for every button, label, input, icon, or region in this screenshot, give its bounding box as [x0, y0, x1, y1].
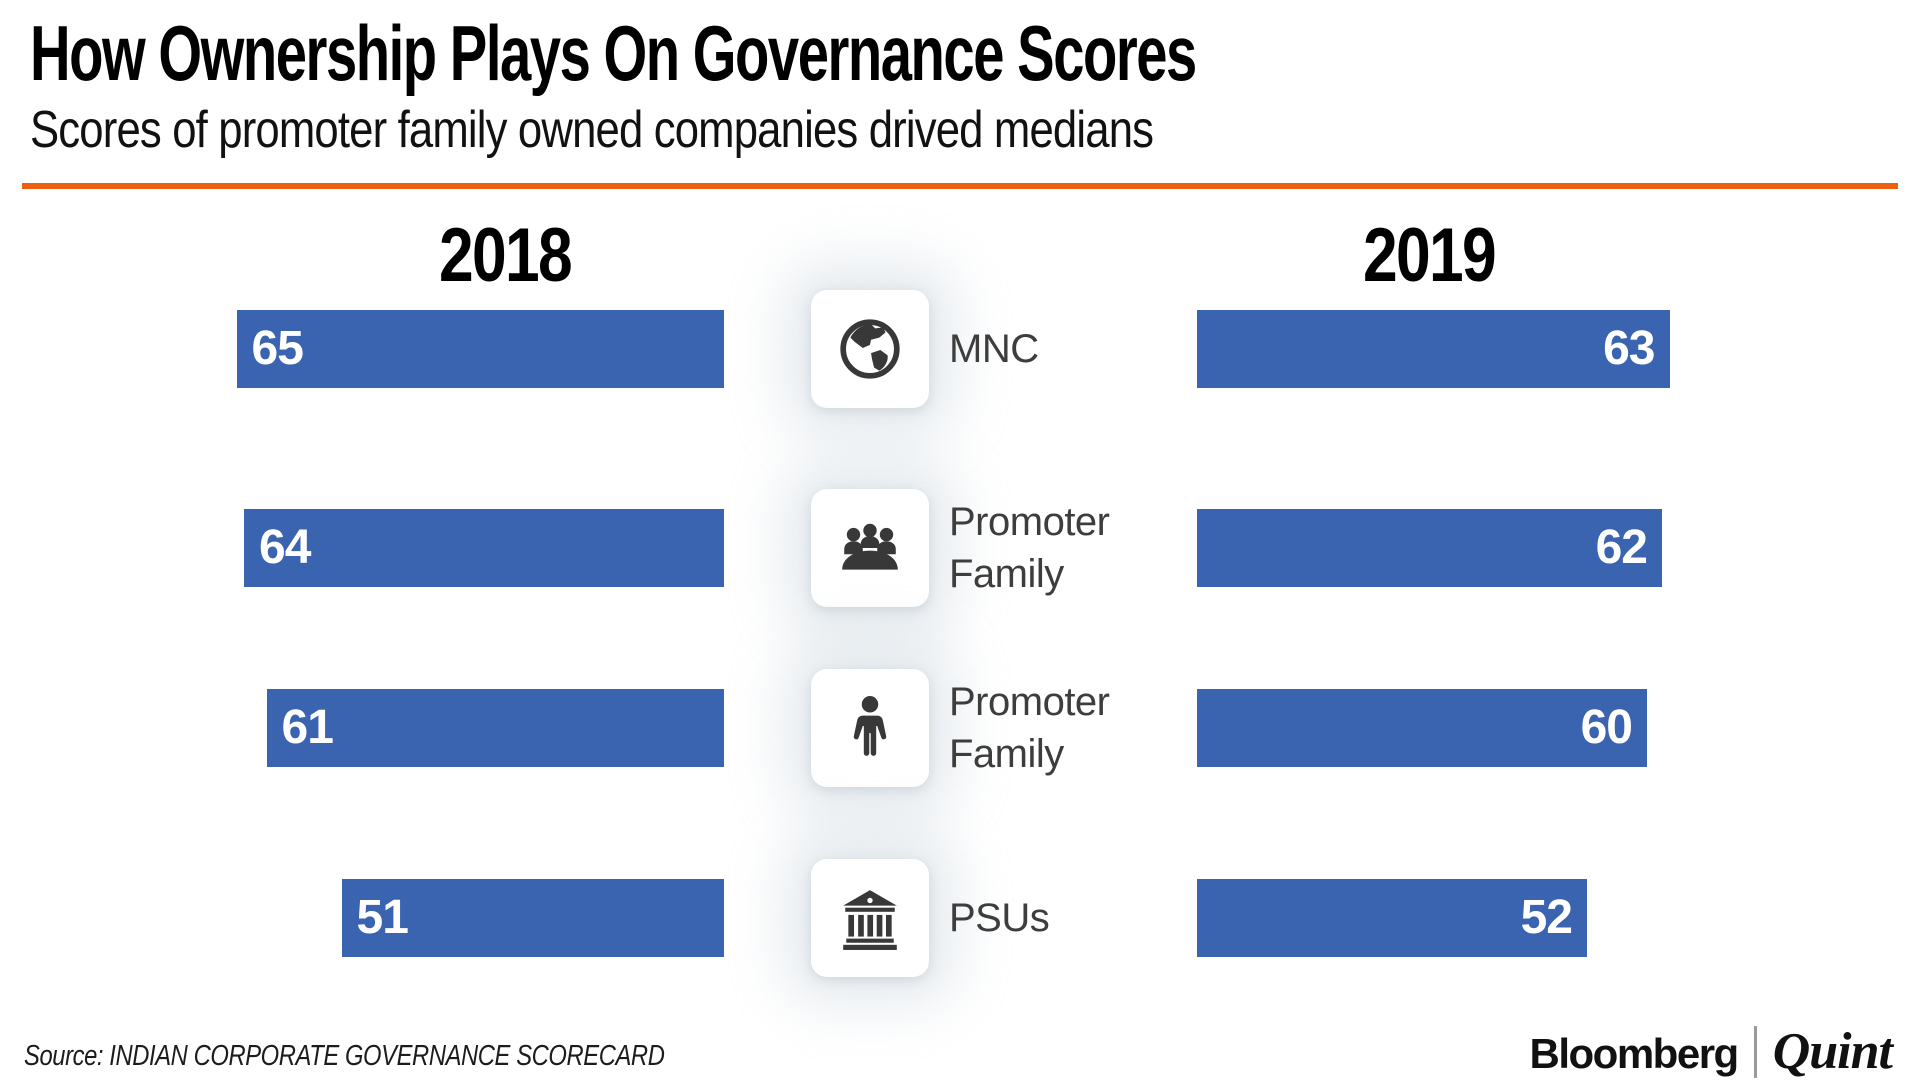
category-label: Promoter Family — [949, 500, 1110, 596]
chart-title: How Ownership Plays On Governance Scores — [30, 9, 1197, 97]
bar-2018-psus: 51 — [341, 879, 724, 957]
bar-2018-promoter-family-board: 64 — [244, 509, 724, 587]
category-icon-card — [811, 290, 929, 408]
bar-value-label: 62 — [1595, 521, 1648, 574]
source-attribution: Source: INDIAN CORPORATE GOVERNANCE SCOR… — [24, 1040, 665, 1072]
column-header-2018: 2018 — [438, 213, 573, 298]
bar-value-label: 60 — [1580, 701, 1633, 754]
bar-value-label: 51 — [356, 891, 409, 944]
board-meeting-icon — [842, 523, 898, 570]
bar-2019-promoter-family-individual: 60 — [1197, 689, 1647, 767]
bar-2018-mnc: 65 — [236, 310, 724, 388]
bar-value-label: 61 — [281, 701, 334, 754]
category-icon-card — [811, 669, 929, 787]
bar-2019-promoter-family-board: 62 — [1197, 509, 1662, 587]
chart-subtitle: Scores of promoter family owned companie… — [30, 101, 1154, 159]
category-label: PSUs — [949, 896, 1050, 940]
accent-divider — [22, 183, 1898, 189]
column-header-2019: 2019 — [1362, 213, 1497, 298]
bar-value-label: 63 — [1603, 322, 1655, 375]
bar-value-label: 64 — [259, 521, 311, 574]
bar-value-label: 65 — [251, 322, 304, 375]
bar-2019-mnc: 63 — [1197, 310, 1670, 388]
publisher-logo: Bloomberg Quint — [1529, 1022, 1893, 1080]
bank-icon — [843, 890, 897, 950]
bar-value-label: 52 — [1520, 891, 1573, 944]
globe-icon — [840, 319, 900, 379]
bar-2019-psus: 52 — [1197, 879, 1587, 957]
bar-2018-promoter-family-individual: 61 — [266, 689, 724, 767]
category-label: Promoter Family — [949, 680, 1110, 776]
bloomberg-logo: Bloomberg — [1529, 1030, 1740, 1077]
quint-logo: Quint — [1772, 1023, 1893, 1080]
person-icon — [853, 696, 887, 756]
category-icon-card — [811, 859, 929, 977]
category-icon-card — [811, 489, 929, 607]
category-label: MNC — [949, 327, 1039, 371]
logo-separator — [1753, 1025, 1757, 1078]
